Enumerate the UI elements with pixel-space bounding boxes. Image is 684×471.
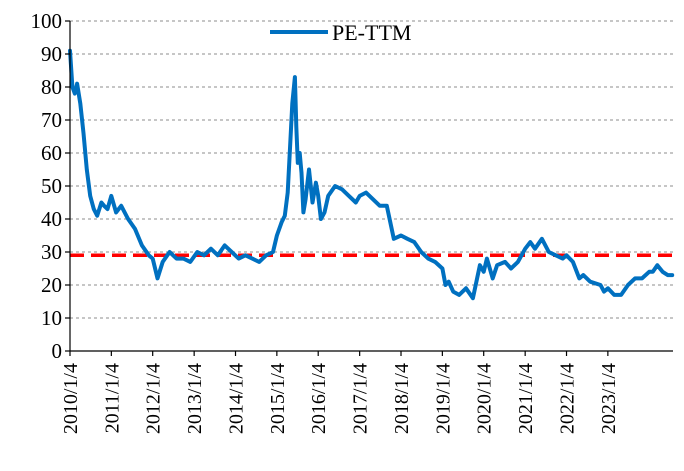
y-tick-label-40: 40 xyxy=(41,207,62,231)
x-tick-label-10: 2020/1/4 xyxy=(474,363,496,434)
x-tick-label-4: 2014/1/4 xyxy=(226,363,248,434)
grid-lines xyxy=(70,20,673,319)
x-tick-label-11: 2021/1/4 xyxy=(515,363,537,434)
y-tick-label-30: 30 xyxy=(41,240,62,264)
x-tick-label-5: 2015/1/4 xyxy=(267,363,289,434)
y-tick-label-50: 50 xyxy=(41,174,62,198)
x-tick-label-3: 2013/1/4 xyxy=(184,363,206,434)
y-tick-label-100: 100 xyxy=(31,9,63,33)
x-tick-label-0: 2010/1/4 xyxy=(60,363,82,434)
y-tick-label-80: 80 xyxy=(41,75,62,99)
x-tick-label-7: 2017/1/4 xyxy=(350,363,372,434)
series-lines xyxy=(68,48,675,301)
y-tick-label-0: 0 xyxy=(52,339,63,363)
x-tick-label-6: 2016/1/4 xyxy=(308,363,330,434)
x-tick-label-8: 2018/1/4 xyxy=(391,363,413,434)
x-tick-label-2: 2012/1/4 xyxy=(143,363,165,434)
x-tick-labels: 2010/1/4 2011/1/4 2012/1/4 2013/1/4 2014/1/4… xyxy=(60,363,620,434)
legend: PE-TTM xyxy=(270,20,411,45)
x-tick-label-13: 2023/1/4 xyxy=(598,363,620,434)
y-tick-label-70: 70 xyxy=(41,108,62,132)
x-tick-label-12: 2022/1/4 xyxy=(557,363,579,434)
series-line-0 xyxy=(68,48,675,301)
x-tick-label-9: 2019/1/4 xyxy=(432,363,454,434)
y-tick-label-60: 60 xyxy=(41,141,62,165)
y-tick-label-20: 20 xyxy=(41,273,62,297)
legend-label-pe-ttm: PE-TTM xyxy=(332,20,411,45)
axes xyxy=(65,20,673,356)
y-tick-label-90: 90 xyxy=(41,42,62,66)
x-tick-label-1: 2011/1/4 xyxy=(101,363,123,433)
y-tick-label-10: 10 xyxy=(41,306,62,330)
y-tick-labels: 0 10 20 30 40 50 60 70 80 90 100 xyxy=(31,9,63,363)
